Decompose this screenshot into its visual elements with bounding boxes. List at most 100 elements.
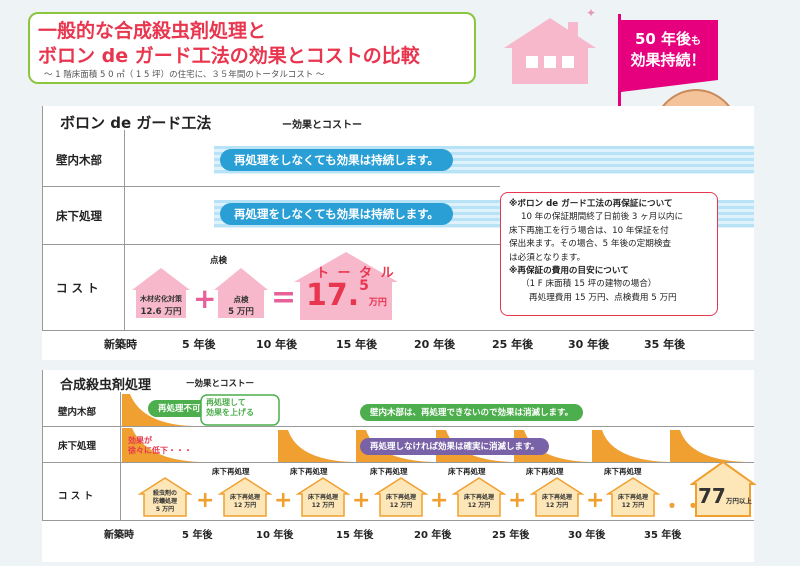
retreat-callout-line-1: 再処理して xyxy=(206,398,246,407)
orange-house-1 xyxy=(218,477,272,517)
synthetic-row-cost: コ ス ト xyxy=(58,491,94,502)
orange-house-0 xyxy=(138,477,192,517)
retreat-callout-line-2: 効果を上げる xyxy=(206,408,254,417)
boron-axis-1: 5 年後 xyxy=(182,338,216,351)
flag-banner-icon xyxy=(618,14,718,106)
orange-plus-icon: + xyxy=(274,488,293,513)
orange-plus-icon: + xyxy=(196,488,215,513)
synthetic-axis-5: 25 年後 xyxy=(492,530,530,541)
synthetic-axis-3: 15 年後 xyxy=(336,530,374,541)
note-line-2: 床下再施工を行う場合は、10 年保証を付 xyxy=(509,225,669,236)
effect-down-line-1: 効果が xyxy=(128,436,152,445)
orange-plus-icon: + xyxy=(352,488,371,513)
orange-house-3-l1: 床下再処理 xyxy=(385,494,416,501)
total-unit: 万円 xyxy=(368,298,387,308)
total-house xyxy=(294,252,398,320)
flag-line-1: 50 年後 xyxy=(634,30,692,48)
boron-section-title: ボロン de ガード工法 xyxy=(60,114,212,132)
sparkle-icon: ✦ xyxy=(586,6,597,20)
boron-axis-5: 25 年後 xyxy=(492,338,534,351)
orange-house-1-v: 12 万円 xyxy=(233,502,257,509)
synthetic-section-title: 合成殺虫剤処理 xyxy=(60,378,152,393)
title-box xyxy=(28,12,476,84)
orange-house-4-v: 12 万円 xyxy=(467,502,491,509)
boron-left-border xyxy=(42,106,43,330)
cost-house-1-value: 12.6 万円 xyxy=(140,307,182,317)
orange-house-4-text: 床下再処理 12 万円 xyxy=(452,494,506,510)
page-title-line-1: 一般的な合成殺虫剤処理と xyxy=(38,20,267,42)
check-label: 点検 xyxy=(210,256,228,266)
total-sup: 5 xyxy=(359,278,369,294)
orange-house-6-text: 床下再処理 12 万円 xyxy=(606,494,660,510)
orange-plus-icon: + xyxy=(586,488,605,513)
plus-icon: + xyxy=(193,282,217,315)
wall-decay-curve xyxy=(122,394,192,426)
orange-house-6 xyxy=(606,477,660,517)
pink-house-icon xyxy=(504,18,596,84)
note-line-1: 10 年の保証期間終了日前後 3 ヶ月以内に xyxy=(521,212,684,223)
orange-house-2-v: 12 万円 xyxy=(311,502,335,509)
orange-house-5-v: 12 万円 xyxy=(545,502,569,509)
retreat-callout-text: 再処理して 効果を上げる xyxy=(206,398,254,418)
effect-down-line-2: 徐々に低下・・・ xyxy=(128,446,192,455)
boron-row-floor: 床下処理 xyxy=(56,209,102,223)
cost-house-1-label: 木材劣化対策 xyxy=(140,295,182,303)
orange-house-5-text: 床下再処理 12 万円 xyxy=(530,494,584,510)
orange-house-3-text: 床下再処理 12 万円 xyxy=(374,494,428,510)
orange-house-1-l1: 床下再処理 xyxy=(229,494,260,501)
floor-vanish-pill: 再処理しなければ効果は確実に消滅します。 xyxy=(360,438,550,455)
synthetic-axis-0: 新築時 xyxy=(104,530,134,541)
reguarantee-note: ※ボロン de ガード工法の再保証について 10 年の保証期間終了日前後 3 ヶ… xyxy=(500,192,718,316)
cost-house-2-label: 点検 xyxy=(233,295,249,304)
retreat-callout xyxy=(200,394,280,426)
total-value: 17.5 万円 xyxy=(306,278,387,313)
synthetic-axis-line xyxy=(42,520,754,521)
total-main: 17. xyxy=(306,278,360,313)
note-heading-1: ※ボロン de ガード工法の再保証について xyxy=(509,199,673,209)
retreat-label-4: 床下再処理 xyxy=(448,467,486,476)
retreat-label-5: 床下再処理 xyxy=(526,467,564,476)
orange-house-5 xyxy=(530,477,584,517)
no-retreat-pill: 再処理不可 xyxy=(148,400,211,417)
synthetic-row-floor: 床下処理 xyxy=(58,441,97,452)
orange-house-2-text: 床下再処理 12 万円 xyxy=(296,494,350,510)
boron-section-subtitle: ー効果とコストー xyxy=(282,120,362,131)
note-heading-2: ※再保証の費用の目安について xyxy=(509,266,629,277)
boron-row-divider-2 xyxy=(42,244,500,245)
orange-house-6-l1: 床下再処理 xyxy=(617,494,648,501)
boron-floor-effect-label: 再処理をしなくても効果は持続します。 xyxy=(220,203,453,225)
total-label: ト ー タ ル xyxy=(316,266,396,281)
page-subtitle: 〜 1 階床面積 5 0 ㎡（ 1 5 坪）の住宅に、３５年間のトータルコスト … xyxy=(44,70,325,80)
synthetic-row-wall: 壁内木部 xyxy=(58,407,97,418)
boron-label-divider xyxy=(124,130,125,330)
synthetic-left-border xyxy=(42,370,43,520)
synthetic-row-divider-2 xyxy=(42,462,754,463)
cost-house-2 xyxy=(214,268,268,318)
wall-vanish-pill: 壁内木部は、再処理できないので効果は消滅します。 xyxy=(360,404,584,421)
retreat-label-2: 床下再処理 xyxy=(290,467,328,476)
flag-small: も xyxy=(691,36,702,47)
retreat-label-1: 床下再処理 xyxy=(212,467,250,476)
flag-text: 50 年後も 効果持続！ xyxy=(620,30,716,70)
synthetic-section-subtitle: ー効果とコストー xyxy=(186,379,255,389)
synthetic-row-divider-1 xyxy=(42,426,754,427)
synthetic-label-divider xyxy=(120,392,121,520)
synthetic-axis-1: 5 年後 xyxy=(182,530,213,541)
boron-row-cost: コ ス ト xyxy=(56,281,99,295)
orange-plus-icon: + xyxy=(430,488,449,513)
equals-icon: = xyxy=(271,280,297,315)
orange-house-0-text: 殺虫剤の 防蟻処理 5 万円 xyxy=(138,490,192,514)
flag-line-2: 効果持続！ xyxy=(630,51,706,69)
boron-axis-3: 15 年後 xyxy=(336,338,378,351)
synthetic-axis-6: 30 年後 xyxy=(568,530,606,541)
orange-house-0-l1: 殺虫剤の xyxy=(152,490,177,497)
page-title-line-2: ボロン de ガード工法の効果とコストの比較 xyxy=(38,45,420,67)
orange-house-3 xyxy=(374,477,428,517)
synthetic-total-house xyxy=(690,460,756,517)
note-line-6: 再処理費用 15 万円、点検費用 5 万円 xyxy=(529,292,677,303)
note-line-5: （1 F 床面積 15 坪の建物の場合） xyxy=(521,279,657,290)
orange-house-3-v: 12 万円 xyxy=(389,502,413,509)
boron-axis-2: 10 年後 xyxy=(256,338,298,351)
synthetic-total-num: 77 xyxy=(698,484,726,508)
boron-axis-0: 新築時 xyxy=(104,338,137,351)
